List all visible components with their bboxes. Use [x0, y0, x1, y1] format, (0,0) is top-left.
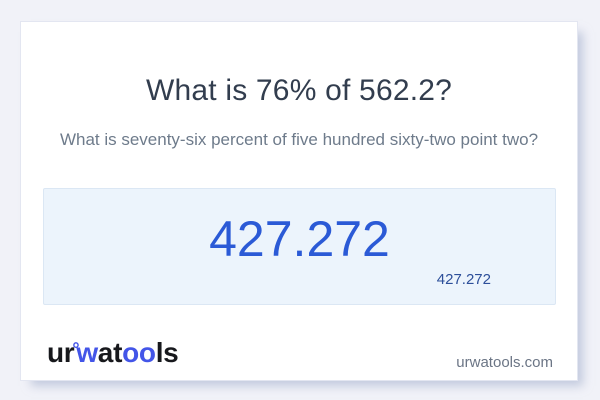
logo-text-ur: ur [47, 337, 75, 368]
logo-text-oo: oo [122, 337, 156, 368]
logo-text-ls: ls [155, 337, 179, 368]
site-url: urwatools.com [456, 354, 553, 371]
question-subtitle: What is seventy-six percent of five hund… [59, 130, 539, 149]
logo-ring-icon: ° [72, 339, 80, 359]
question-title: What is 76% of 562.2? [145, 74, 453, 107]
logo-text-at: at [97, 337, 123, 368]
result-card: What is 76% of 562.2? What is seventy-si… [20, 21, 578, 381]
logo-text-w: w [76, 337, 98, 368]
result-value-secondary: 427.272 [436, 271, 491, 288]
result-value: 427.272 [209, 211, 390, 267]
result-box: 427.272 427.272 [43, 188, 556, 305]
site-logo[interactable]: ur°watools [47, 337, 179, 371]
